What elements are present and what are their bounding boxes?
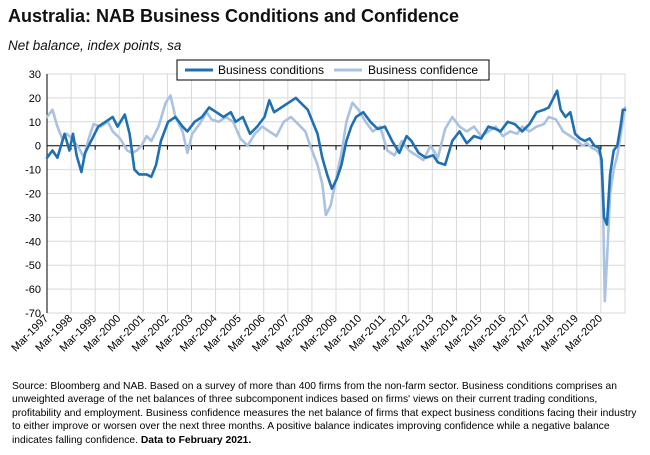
- y-tick-label: 30: [29, 69, 41, 81]
- y-tick-label: 0: [35, 141, 41, 153]
- y-tick-label: -70: [25, 308, 41, 320]
- chart-subtitle: Net balance, index points, sa: [8, 38, 182, 53]
- source-note: Source: Bloomberg and NAB. Based on a su…: [12, 380, 642, 447]
- gridlines: [46, 73, 626, 314]
- y-tick-label: 20: [29, 93, 41, 105]
- chart-title: Australia: NAB Business Conditions and C…: [8, 6, 460, 26]
- y-tick-label: -20: [25, 189, 41, 201]
- line-chart: 3020100-10-20-30-40-50-60-70Mar-1997Mar-…: [9, 59, 627, 354]
- y-tick-label: -30: [25, 212, 41, 224]
- legend-label: Business conditions: [218, 63, 324, 77]
- y-tick-label: -10: [25, 165, 41, 177]
- series-line-business-conditions: [45, 89, 627, 226]
- legend: Business conditions Business confidence: [176, 59, 490, 81]
- legend-label: Business confidence: [368, 63, 478, 77]
- legend-box: [176, 59, 490, 81]
- y-tick-label: -40: [25, 236, 41, 248]
- source-text: Source: Bloomberg and NAB. Based on a su…: [12, 381, 637, 446]
- series-lines: [45, 89, 627, 303]
- y-tick-label: -60: [25, 284, 41, 296]
- y-tick-label: -50: [25, 260, 41, 272]
- series-line-business-confidence: [45, 94, 627, 303]
- data-date-note: Data to February 2021.: [140, 434, 252, 446]
- y-tick-label: 10: [29, 117, 41, 129]
- axes: 3020100-10-20-30-40-50-60-70Mar-1997Mar-…: [9, 69, 625, 354]
